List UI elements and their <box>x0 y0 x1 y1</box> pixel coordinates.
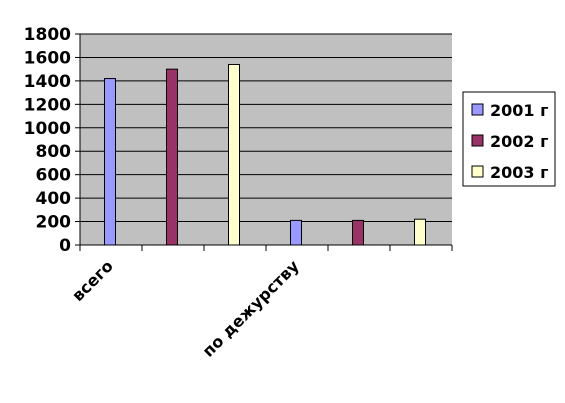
legend-swatch <box>471 165 484 178</box>
y-tick-label: 1200 <box>24 95 71 115</box>
y-tick-label: 0 <box>59 236 71 256</box>
y-tick-label: 400 <box>36 189 72 209</box>
x-axis-ticks <box>79 245 453 251</box>
legend-label: 2002 г <box>490 132 548 151</box>
bar-2002-г-0 <box>166 68 178 246</box>
legend-swatch <box>471 103 484 116</box>
plot-area <box>80 34 452 245</box>
y-tick-label: 1600 <box>24 48 71 68</box>
y-tick-label: 1000 <box>24 119 71 139</box>
bar-2003-г-0 <box>228 63 240 246</box>
legend-label: 2003 г <box>490 163 548 182</box>
category-label: по дежурству <box>199 256 304 361</box>
gridlines <box>80 33 452 223</box>
y-tick-label: 800 <box>36 142 72 162</box>
y-tick-label: 1400 <box>24 72 71 92</box>
category-label: всего <box>68 256 117 305</box>
legend: 2001 г 2002 г 2003 г <box>462 91 556 187</box>
y-tick-label: 600 <box>36 166 72 186</box>
legend-label: 2001 г <box>490 101 548 120</box>
y-axis-ticks: 0 200 400 600 800 1000 1200 1400 1600 1800 <box>24 25 80 256</box>
x-axis-labels: всего по дежурству <box>68 256 303 361</box>
bar-2001-г-0 <box>104 78 116 246</box>
bar-2002-г-1 <box>352 219 364 246</box>
y-tick-label: 200 <box>36 213 72 233</box>
y-tick-label: 1800 <box>24 25 71 45</box>
legend-swatch <box>471 134 484 147</box>
bar-2001-г-1 <box>290 219 302 246</box>
bar-2003-г-1 <box>414 218 426 246</box>
